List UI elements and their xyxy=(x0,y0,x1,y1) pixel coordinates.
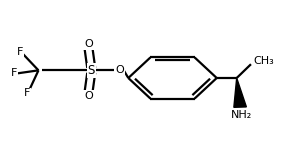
Text: F: F xyxy=(24,88,30,98)
Text: F: F xyxy=(11,68,17,78)
Text: O: O xyxy=(84,39,93,49)
Text: O: O xyxy=(84,91,93,101)
Text: S: S xyxy=(88,64,95,77)
Polygon shape xyxy=(234,78,246,107)
Text: O: O xyxy=(115,65,124,75)
Text: F: F xyxy=(17,47,23,57)
Text: CH₃: CH₃ xyxy=(254,56,274,66)
Text: NH₂: NH₂ xyxy=(231,110,252,120)
